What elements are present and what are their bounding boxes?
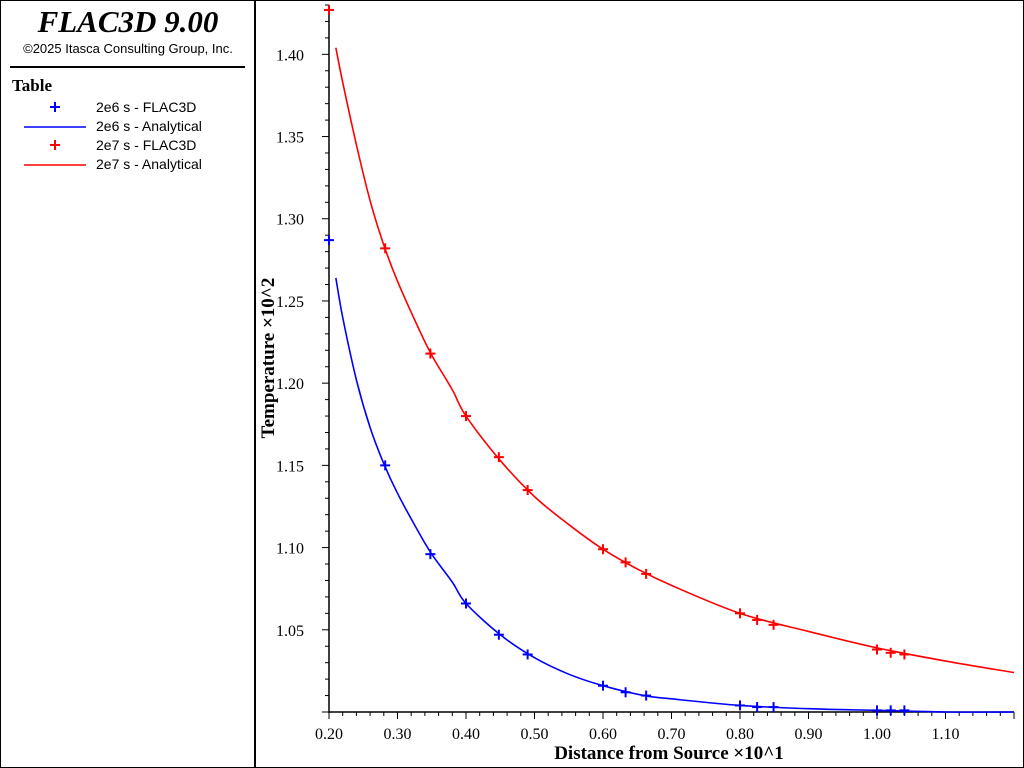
data-point-marker	[885, 705, 896, 716]
data-point-marker	[620, 687, 631, 698]
series-curves	[335, 47, 1015, 713]
data-point-marker	[872, 705, 882, 716]
legend-label: 2e7 s - Analytical	[96, 156, 202, 172]
y-tick-label: 1.30	[276, 212, 304, 229]
data-point-marker	[735, 608, 745, 619]
data-point-marker	[872, 644, 882, 655]
separator-line	[10, 66, 245, 68]
data-point-marker	[899, 705, 910, 716]
data-point-marker	[461, 598, 471, 609]
x-tick-label: 1.10	[932, 726, 960, 743]
legend-label: 2e6 s - FLAC3D	[96, 99, 197, 115]
x-tick-label: 0.40	[452, 726, 480, 743]
x-tick-label: 0.70	[658, 726, 686, 743]
line-swatch-icon	[24, 126, 86, 128]
x-tick-label: 0.20	[315, 726, 343, 743]
data-point-marker	[899, 649, 910, 660]
data-point-marker	[324, 235, 334, 246]
y-axis-label: Temperature ×10^2	[258, 278, 279, 439]
legend-label: 2e7 s - FLAC3D	[96, 137, 197, 153]
legend-panel: FLAC3D 9.00 ©2025 Itasca Consulting Grou…	[0, 0, 256, 768]
axes	[328, 5, 1014, 713]
y-tick-label: 1.20	[276, 376, 304, 393]
legend-item-2e7-analytical: 2e7 s - Analytical	[22, 155, 252, 173]
x-axis-label: Distance from Source ×10^1	[554, 743, 784, 764]
legend-item-2e6-analytical: 2e6 s - Analytical	[22, 117, 252, 135]
app-title: FLAC3D 9.00	[37, 4, 219, 39]
legend-item-2e7-flac3d: 2e7 s - FLAC3D	[22, 136, 252, 154]
legend-item-2e6-flac3d: 2e6 s - FLAC3D	[22, 98, 252, 116]
x-tick-label: 0.30	[384, 726, 412, 743]
y-tick-label: 1.40	[276, 47, 304, 64]
x-tick-label: 0.90	[795, 726, 823, 743]
y-tick-label: 1.35	[276, 130, 304, 147]
legend-label: 2e6 s - Analytical	[96, 118, 202, 134]
data-point-marker	[885, 647, 896, 658]
data-point-marker	[425, 549, 436, 560]
data-point-marker	[598, 544, 608, 555]
series-line-3	[335, 47, 1015, 674]
data-point-marker	[380, 243, 391, 254]
y-tick-label: 1.25	[276, 294, 304, 311]
data-point-marker	[768, 619, 779, 630]
data-point-marker	[620, 557, 631, 568]
legend-title: Table	[12, 76, 53, 95]
series-markers	[324, 4, 910, 716]
y-tick-label: 1.10	[276, 541, 304, 558]
data-point-marker	[493, 452, 504, 463]
data-point-marker	[768, 702, 779, 713]
data-point-marker	[522, 485, 533, 496]
x-tick-label: 0.80	[726, 726, 754, 743]
copyright-text: ©2025 Itasca Consulting Group, Inc.	[23, 41, 233, 56]
data-point-marker	[461, 411, 471, 422]
line-swatch-icon	[24, 164, 86, 166]
data-point-marker	[641, 690, 652, 701]
plot-area: 0.20 0.30 0.40 0.50 0.60 0.70 0.80 0.90 1.00 1.10…	[258, 4, 1015, 764]
data-point-marker	[493, 629, 504, 640]
data-point-marker	[522, 649, 533, 660]
y-tick-label: 1.15	[276, 458, 304, 475]
x-tick-label: 0.60	[589, 726, 617, 743]
data-point-marker	[752, 702, 763, 713]
data-point-marker	[752, 614, 763, 625]
x-tick-label: 0.50	[521, 726, 549, 743]
data-point-marker	[380, 460, 391, 471]
plus-marker-icon	[50, 140, 60, 150]
x-tick-label: 1.00	[863, 726, 891, 743]
ticks: 0.20 0.30 0.40 0.50 0.60 0.70 0.80 0.90 1.00 1.10…	[276, 4, 1015, 743]
y-tick-label: 1.05	[276, 623, 304, 640]
plus-marker-icon	[50, 102, 60, 112]
series-line-1	[335, 277, 1015, 713]
data-point-marker	[641, 568, 652, 579]
data-point-marker	[324, 4, 334, 15]
data-point-marker	[735, 700, 745, 711]
data-point-marker	[598, 680, 608, 691]
data-point-marker	[425, 348, 436, 359]
